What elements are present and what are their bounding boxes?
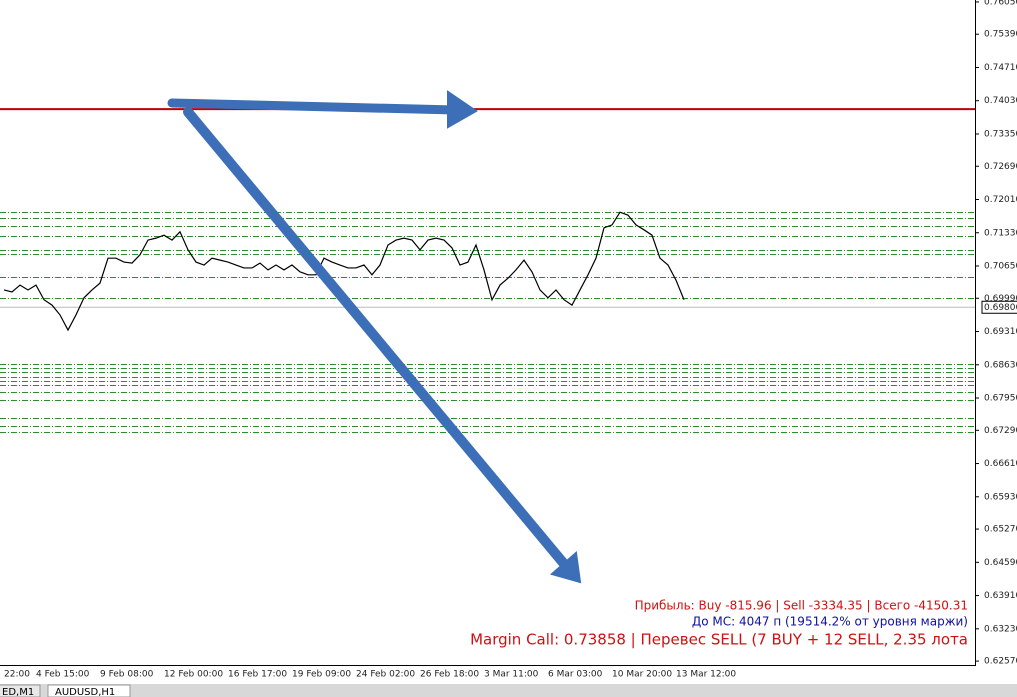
- x-tick-label: 13 Mar 12:00: [676, 670, 736, 680]
- arrow-shaft: [167, 98, 460, 115]
- tab-label[interactable]: AUDUSD,H1: [55, 687, 115, 697]
- tab-bar: [0, 684, 1017, 697]
- last-price-box: [981, 300, 1017, 314]
- arrow-shaft: [183, 107, 570, 570]
- x-tick-label: 10 Mar 20:00: [612, 670, 672, 680]
- tab-label[interactable]: ED,M1: [2, 687, 34, 697]
- tab[interactable]: [47, 684, 131, 697]
- annotation: Прибыль: Buy -815.96 | Sell -3334.35 | В…: [635, 599, 968, 613]
- x-tick-label: 4 Feb 15:00: [36, 670, 90, 680]
- x-tick-label: 12 Feb 00:00: [164, 670, 223, 680]
- arrow-head: [549, 551, 582, 584]
- tab[interactable]: [0, 684, 41, 697]
- x-tick-label: 16 Feb 17:00: [228, 670, 287, 680]
- annotation: До МС: 4047 п (19514.2% от уровня маржи): [692, 615, 968, 629]
- x-tick-label: 6 Mar 03:00: [548, 670, 603, 680]
- price-line: [3, 211, 685, 332]
- x-tick-label: 24 Feb 02:00: [356, 670, 415, 680]
- annotations: Прибыль: Buy -815.96 | Sell -3334.35 | В…: [470, 599, 968, 649]
- arrows: [167, 90, 582, 584]
- x-tick-label: 22:00: [4, 670, 30, 680]
- last-price-label: 0.69806: [984, 303, 1017, 313]
- arrow-head: [447, 90, 478, 129]
- x-tick-label: 9 Feb 08:00: [100, 670, 154, 680]
- x-tick-label: 19 Feb 09:00: [292, 670, 351, 680]
- x-tick-label: 26 Feb 18:00: [420, 670, 479, 680]
- annotation: Margin Call: 0.73858 | Перевес SELL (7 B…: [470, 631, 968, 649]
- x-tick-label: 3 Mar 11:00: [484, 670, 539, 680]
